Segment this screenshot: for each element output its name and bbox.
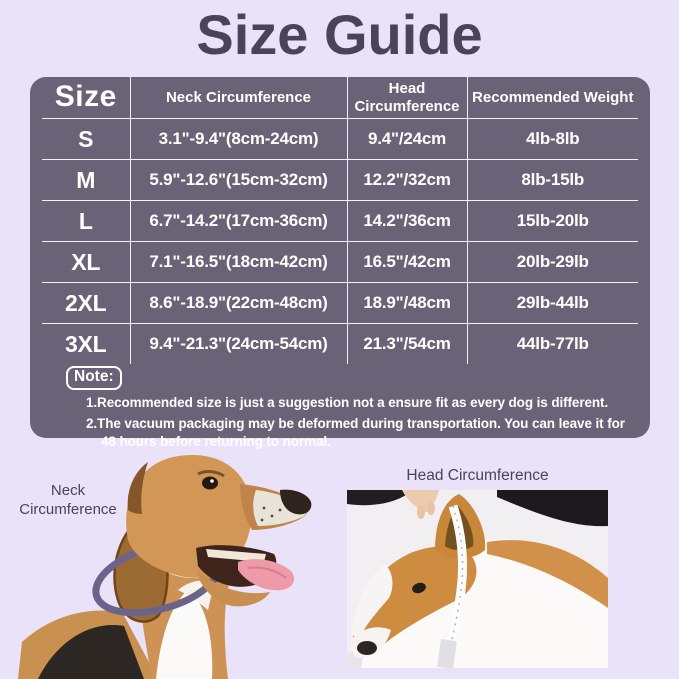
neck-circumference-label: Neck Circumference xyxy=(19,482,117,518)
cell-head: 21.3"/54cm xyxy=(346,323,468,364)
cell-neck: 3.1"-9.4"(8cm-24cm) xyxy=(129,118,348,160)
table-row: L 6.7"-14.2"(17cm-36cm) 14.2"/36cm 15lb-… xyxy=(42,200,638,242)
cell-size: L xyxy=(42,200,131,242)
cell-size: S xyxy=(42,118,131,160)
cell-head: 18.9"/48cm xyxy=(346,282,468,324)
cell-size: XL xyxy=(42,241,131,283)
cell-weight: 8lb-15lb xyxy=(466,159,638,201)
cell-weight: 4lb-8lb xyxy=(466,118,638,160)
note-label: Note: xyxy=(66,366,122,390)
cell-head: 14.2"/36cm xyxy=(346,200,468,242)
table-row: M 5.9"-12.6"(15cm-32cm) 12.2"/32cm 8lb-1… xyxy=(42,159,638,201)
cell-neck: 7.1"-16.5"(18cm-42cm) xyxy=(129,241,348,283)
column-header-head: Head Circumference xyxy=(346,77,468,119)
table-row: XL 7.1"-16.5"(18cm-42cm) 16.5"/42cm 20lb… xyxy=(42,241,638,283)
cell-head: 16.5"/42cm xyxy=(346,241,468,283)
page-title: Size Guide xyxy=(196,3,483,66)
column-header-neck: Neck Circumference xyxy=(129,77,348,119)
table-row: 2XL 8.6"-18.9"(22cm-48cm) 18.9"/48cm 29l… xyxy=(42,282,638,324)
cell-head: 9.4"/24cm xyxy=(346,118,468,160)
note-item-2: 2.The vacuum packaging may be deformed d… xyxy=(86,415,625,449)
cell-neck: 8.6"-18.9"(22cm-48cm) xyxy=(129,282,348,324)
cell-weight: 20lb-29lb xyxy=(466,241,638,283)
note-item-1: 1.Recommended size is just a suggestion … xyxy=(86,395,609,410)
column-header-size: Size xyxy=(42,77,131,119)
size-table: Size Neck Circumference Head Circumferen… xyxy=(42,77,638,364)
beagle-photo xyxy=(18,454,312,679)
cell-weight: 29lb-44lb xyxy=(466,282,638,324)
corgi-illustration xyxy=(347,490,608,668)
corgi-photo xyxy=(347,490,608,668)
table-row: 3XL 9.4"-21.3"(24cm-54cm) 21.3"/54cm 44l… xyxy=(42,323,638,364)
table-header-row: Size Neck Circumference Head Circumferen… xyxy=(42,77,638,119)
note-section: Note: 1.Recommended size is just a sugge… xyxy=(30,358,650,450)
table-row: S 3.1"-9.4"(8cm-24cm) 9.4"/24cm 4lb-8lb xyxy=(42,118,638,160)
cell-head: 12.2"/32cm xyxy=(346,159,468,201)
head-circumference-label: Head Circumference xyxy=(406,467,549,484)
cell-weight: 15lb-20lb xyxy=(466,200,638,242)
cell-size: 2XL xyxy=(42,282,131,324)
cell-size: M xyxy=(42,159,131,201)
cell-neck: 6.7"-14.2"(17cm-36cm) xyxy=(129,200,348,242)
cell-size: 3XL xyxy=(42,323,131,364)
cell-weight: 44lb-77lb xyxy=(466,323,638,364)
cell-neck: 9.4"-21.3"(24cm-54cm) xyxy=(129,323,348,364)
cell-neck: 5.9"-12.6"(15cm-32cm) xyxy=(129,159,348,201)
column-header-weight: Recommended Weight xyxy=(466,77,638,119)
size-table-panel: Size Neck Circumference Head Circumferen… xyxy=(30,77,650,449)
